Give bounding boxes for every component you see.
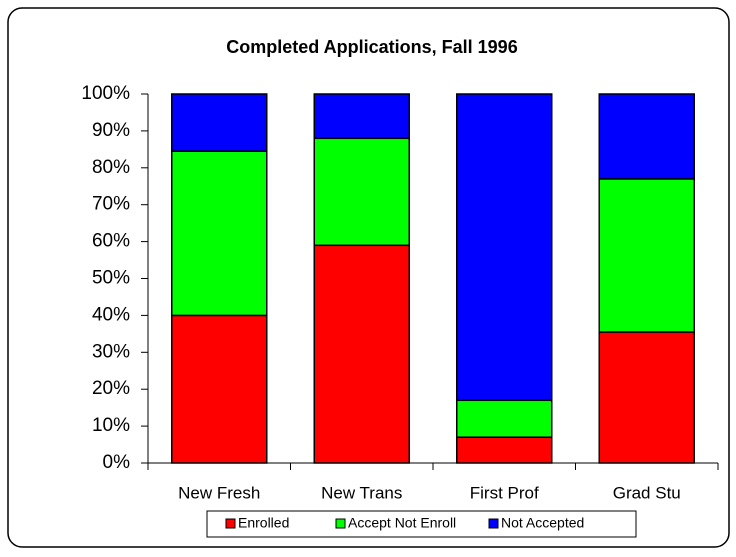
x-tick-label: New Trans: [321, 483, 402, 502]
chart-title: Completed Applications, Fall 1996: [226, 37, 517, 57]
y-tick-label: 20%: [92, 378, 130, 399]
bar-segment: [456, 399, 553, 438]
bar-segment: [171, 150, 268, 317]
bar-segment: [456, 436, 553, 464]
bar-segment: [313, 93, 410, 140]
bar-segment: [598, 93, 695, 180]
y-tick-label: 50%: [92, 268, 130, 289]
y-tick-label: 30%: [92, 341, 130, 362]
legend-swatch: [225, 518, 236, 529]
bar-segment: [456, 93, 553, 402]
x-tick-label: Grad Stu: [613, 483, 681, 502]
bar-segment: [171, 314, 268, 464]
legend-label: Not Accepted: [501, 515, 584, 531]
legend-label: Enrolled: [238, 515, 289, 531]
bar-segment: [313, 244, 410, 464]
legend-swatch: [488, 518, 499, 529]
legend-swatch: [335, 518, 346, 529]
y-tick-label: 10%: [92, 415, 130, 436]
bar-segment: [598, 178, 695, 333]
y-tick-label: 70%: [92, 194, 130, 215]
bar-segment: [598, 331, 695, 464]
y-tick-label: 100%: [81, 83, 130, 104]
bar-segment: [171, 93, 268, 152]
x-tick-label: New Fresh: [178, 483, 260, 502]
y-tick-label: 60%: [92, 231, 130, 252]
bar-segment: [313, 137, 410, 247]
y-tick-label: 0%: [103, 452, 131, 473]
x-tick-label: First Prof: [470, 483, 539, 502]
y-tick-label: 80%: [92, 157, 130, 178]
legend-label: Accept Not Enroll: [348, 515, 456, 531]
y-tick-label: 40%: [92, 304, 130, 325]
legend-box: [206, 510, 637, 538]
y-tick-label: 90%: [92, 120, 130, 141]
